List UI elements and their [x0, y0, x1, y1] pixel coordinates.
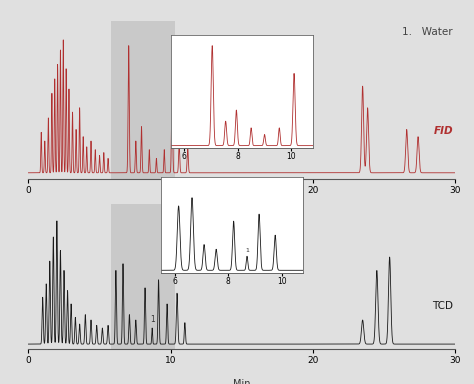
Text: FID: FID [433, 126, 453, 136]
Text: Min: Min [233, 207, 250, 217]
Text: Min: Min [233, 379, 250, 384]
Text: 1: 1 [245, 248, 249, 253]
Bar [111, 197, 175, 351]
Text: 1: 1 [150, 315, 155, 324]
Text: 1.   Water: 1. Water [402, 27, 453, 37]
Text: TCD: TCD [432, 301, 453, 311]
Bar [111, 14, 175, 180]
